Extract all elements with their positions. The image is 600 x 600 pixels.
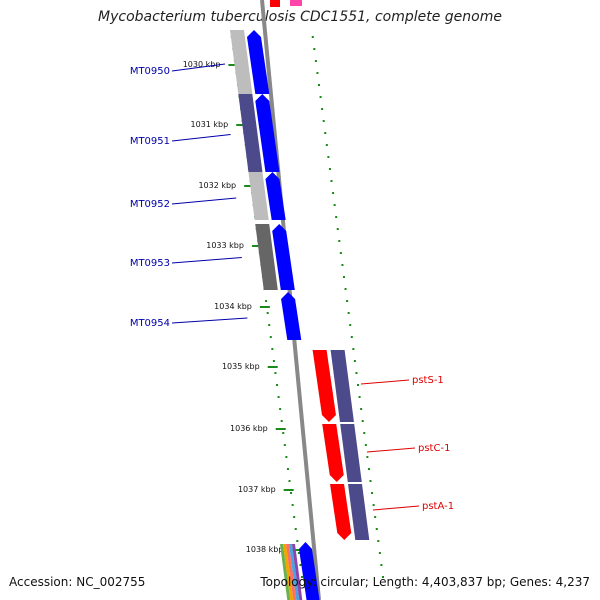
cog-bar [238, 94, 263, 172]
gene-leader-line [372, 505, 420, 511]
kbp-label: 1033 kbp [206, 241, 244, 250]
partial-feature-stripe [280, 544, 291, 600]
forward-gene-arrow [272, 224, 295, 290]
gene-label-pstc-1[interactable]: pstC-1 [418, 443, 450, 454]
forward-gene-arrow [247, 30, 270, 94]
forward-gene-arrow [255, 94, 280, 172]
cog-bar [330, 350, 354, 422]
kbp-label: 1032 kbp [198, 181, 236, 190]
kbp-label: 1035 kbp [222, 362, 260, 371]
gene-leader-line [171, 197, 237, 205]
kbp-label: 1034 kbp [214, 302, 252, 311]
cog-bar [248, 172, 269, 220]
reverse-gene-arrow [312, 350, 336, 422]
gene-leader-line [171, 317, 248, 324]
kbp-label: 1038 kbp [246, 545, 284, 554]
reverse-gene-arrow [330, 484, 352, 540]
genome-summary: Topology: circular; Length: 4,403,837 bp… [260, 575, 590, 589]
gene-label-psta-1[interactable]: pstA-1 [422, 501, 454, 512]
forward-gene-arrow [265, 172, 286, 220]
gene-label-psts-1[interactable]: pstS-1 [412, 375, 444, 386]
gene-leader-line [171, 257, 242, 264]
kbp-label: 1036 kbp [230, 424, 268, 433]
partial-gene-top-pink [290, 0, 302, 6]
reverse-gene-arrow [322, 424, 344, 482]
partial-gene-top [270, 0, 280, 7]
page-title: Mycobacterium tuberculosis CDC1551, comp… [98, 9, 502, 25]
accession-label: Accession: NC_002755 [9, 575, 146, 589]
kbp-label: 1037 kbp [238, 485, 276, 494]
partial-feature-stripe [292, 544, 303, 600]
gene-label-mt0953[interactable]: MT0953 [130, 258, 170, 269]
partial-feature-stripe [286, 544, 297, 600]
cog-bar [230, 30, 253, 94]
gene-label-mt0952[interactable]: MT0952 [130, 199, 170, 210]
gene-leader-line [171, 134, 231, 142]
forward-gene-arrow [281, 292, 302, 340]
forward-gene-arrow [299, 542, 320, 600]
kbp-label: 1030 kbp [183, 60, 221, 69]
cog-bar [340, 424, 362, 482]
kbp-label: 1031 kbp [191, 120, 229, 129]
gene-label-mt0951[interactable]: MT0951 [130, 136, 170, 147]
gene-leader-line [360, 379, 410, 385]
gene-label-mt0954[interactable]: MT0954 [130, 318, 170, 329]
cog-bar [255, 224, 278, 290]
partial-feature-stripe [289, 544, 300, 600]
cog-bar [348, 484, 370, 540]
gene-leader-line [366, 447, 416, 453]
partial-feature-stripe [283, 544, 294, 600]
gene-leader-line [171, 63, 226, 72]
gene-label-mt0950[interactable]: MT0950 [130, 66, 170, 77]
